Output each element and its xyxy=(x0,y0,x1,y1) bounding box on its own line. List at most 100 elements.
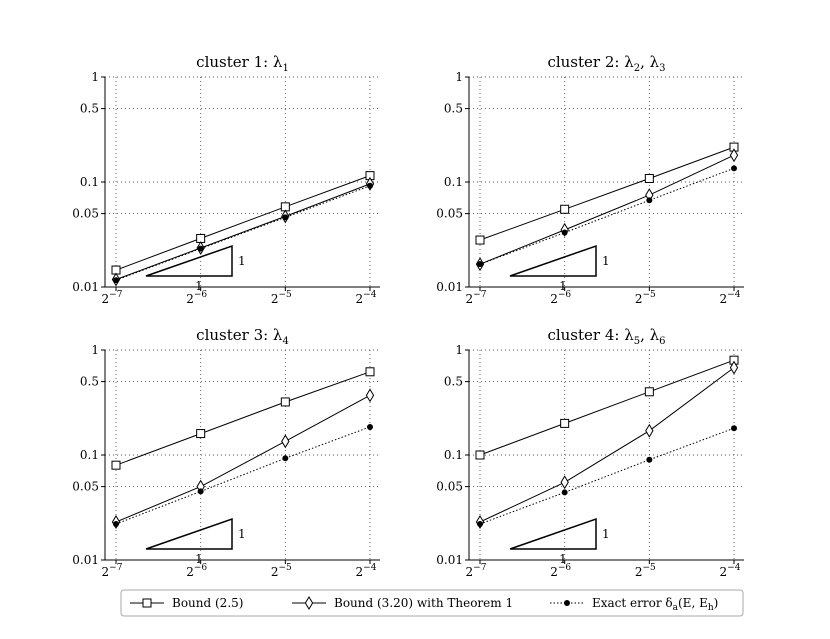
x-tick-label: 2−6 xyxy=(550,290,571,306)
series-line xyxy=(115,183,371,280)
x-tick-label: 2−5 xyxy=(635,290,656,306)
x-tick-label: 2−7 xyxy=(102,290,123,306)
y-tick-label: 0.05 xyxy=(436,207,463,221)
square-marker xyxy=(475,450,485,460)
y-tick-label: 0.01 xyxy=(436,280,463,294)
dot-marker xyxy=(477,261,483,268)
y-tick-label: 0.05 xyxy=(436,480,463,494)
y-tick-label: 1 xyxy=(91,70,99,84)
series-line xyxy=(115,394,371,523)
series-line xyxy=(115,371,371,466)
x-tick-label: 2−7 xyxy=(466,290,487,306)
diamond-icon xyxy=(304,596,314,610)
x-tick-label: 2−7 xyxy=(102,563,123,579)
y-tick-label: 0.05 xyxy=(72,480,99,494)
series-line xyxy=(479,427,735,525)
dot-marker xyxy=(477,521,483,528)
slope-label-vertical: 1 xyxy=(602,527,610,541)
slope-label-vertical: 1 xyxy=(238,254,246,268)
slope-label-horizontal: 1 xyxy=(559,552,567,566)
series-1 xyxy=(475,355,739,460)
dot-marker xyxy=(197,488,204,495)
diamond-marker xyxy=(365,388,375,403)
series-line xyxy=(479,154,735,265)
slope-triangle xyxy=(145,244,233,277)
x-tick-label: 2−4 xyxy=(356,563,377,579)
dot-marker xyxy=(282,455,289,462)
x-tick-label: 2−5 xyxy=(271,290,292,306)
series-1 xyxy=(111,367,375,470)
square-marker xyxy=(111,460,121,470)
slope-label-vertical: 1 xyxy=(602,254,610,268)
square-marker xyxy=(560,204,570,214)
y-tick-label: 0.5 xyxy=(444,102,463,116)
y-tick-label: 0.5 xyxy=(80,102,99,116)
chart-panel-2: 0.01 0.05 0.1 0.5 1 2−7 2−6 2−5 2−4 cluster 2: λ2… xyxy=(436,53,744,306)
series-2 xyxy=(111,388,375,529)
y-tick-label: 1 xyxy=(455,343,463,357)
y-tick-label: 0.1 xyxy=(444,175,463,189)
x-tick-label: 2−7 xyxy=(466,563,487,579)
x-tick-label: 2−6 xyxy=(186,290,207,306)
dot-marker xyxy=(561,229,568,236)
legend-label: Exact error δa(E, Eh) xyxy=(592,596,718,613)
square-marker xyxy=(644,173,654,183)
diamond-marker xyxy=(281,434,290,449)
chart-title: cluster 2: λ2, λ3 xyxy=(547,53,665,74)
dot-marker xyxy=(731,165,737,172)
x-tick-label: 2−4 xyxy=(356,290,377,306)
dot-marker xyxy=(367,423,373,430)
y-tick-label: 0.5 xyxy=(444,375,463,389)
y-tick-label: 0.1 xyxy=(444,448,463,462)
series-line xyxy=(115,426,371,525)
slope-triangle xyxy=(509,244,597,277)
y-tick-label: 0.5 xyxy=(80,375,99,389)
chart-panel-4: 0.01 0.05 0.1 0.5 1 2−7 2−6 2−5 2−4 cluster 4: λ5… xyxy=(436,326,744,579)
slope-label-horizontal: 1 xyxy=(195,279,203,293)
x-tick-label: 2−6 xyxy=(550,563,571,579)
y-tick-label: 0.01 xyxy=(436,553,463,567)
series-3 xyxy=(477,425,737,528)
dot-marker xyxy=(113,277,119,284)
legend-entry-1: Bound (2.5) xyxy=(130,596,243,610)
square-marker xyxy=(196,429,206,439)
dot-marker xyxy=(367,182,373,189)
diamond-marker xyxy=(729,148,739,163)
series-3 xyxy=(477,165,737,268)
y-tick-label: 1 xyxy=(91,343,99,357)
y-tick-label: 1 xyxy=(455,70,463,84)
dot-marker xyxy=(646,197,653,204)
square-marker xyxy=(560,418,570,428)
legend-entry-3: Exact error δa(E, Eh) xyxy=(550,596,718,613)
series-1 xyxy=(111,171,375,275)
dot-marker xyxy=(113,521,119,528)
series-3 xyxy=(113,182,373,284)
square-marker xyxy=(644,387,654,397)
slope-label-horizontal: 1 xyxy=(559,279,567,293)
slope-label-vertical: 1 xyxy=(238,527,246,541)
series-line xyxy=(115,175,371,271)
chart-panel-1: 0.01 0.05 0.1 0.5 1 2−7 2−6 2−5 2−4 cluster 1: λ1… xyxy=(72,53,380,306)
chart-title: cluster 1: λ1 xyxy=(196,53,289,74)
series-2 xyxy=(111,176,375,287)
diamond-marker xyxy=(560,475,569,490)
dot-marker xyxy=(731,425,737,432)
y-tick-label: 0.1 xyxy=(80,448,99,462)
x-tick-label: 2−4 xyxy=(720,563,741,579)
dot-marker xyxy=(646,456,653,463)
dot-icon xyxy=(564,600,570,606)
legend-box xyxy=(120,589,744,617)
square-icon xyxy=(142,598,152,608)
square-marker xyxy=(475,235,485,245)
square-marker xyxy=(365,367,375,377)
series-2 xyxy=(475,148,739,272)
series-line xyxy=(479,359,735,456)
x-tick-label: 2−4 xyxy=(720,290,741,306)
legend-label: Bound (3.20) with Theorem 1 xyxy=(334,596,513,610)
legend: Bound (2.5) Bound (3.20) with Theorem 1 Ex… xyxy=(120,589,744,617)
slope-label-horizontal: 1 xyxy=(195,552,203,566)
legend-entry-2: Bound (3.20) with Theorem 1 xyxy=(292,596,513,610)
series-line xyxy=(479,146,735,241)
series-1 xyxy=(475,142,739,245)
